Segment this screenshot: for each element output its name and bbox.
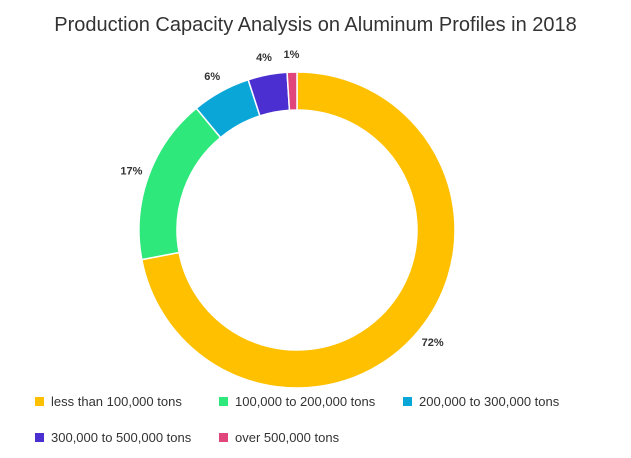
data-label-300-000-to-500-000-tons: 4% [256, 52, 272, 64]
legend-item-over-500000[interactable]: over 500,000 tons [219, 430, 339, 445]
legend-label: 300,000 to 500,000 tons [51, 430, 192, 445]
legend-item-200000-to-300000[interactable]: 200,000 to 300,000 tons [403, 394, 559, 409]
data-label-100-000-to-200-000-tons: 17% [120, 165, 142, 177]
legend-label: less than 100,000 tons [51, 394, 182, 409]
legend-item-100000-to-200000[interactable]: 100,000 to 200,000 tons [219, 394, 375, 409]
legend-item-300000-to-500000[interactable]: 300,000 to 500,000 tons [35, 430, 191, 445]
legend-swatch [219, 397, 228, 406]
slice-over-500-000-tons[interactable] [286, 71, 298, 112]
slice-less-than-100-000-tons[interactable] [140, 71, 456, 389]
legend-label: over 500,000 tons [235, 430, 340, 445]
data-label-200-000-to-300-000-tons: 6% [204, 71, 220, 83]
slice-100-000-to-200-000-tons[interactable] [138, 107, 222, 261]
legend-swatch [35, 433, 44, 442]
legend-swatch [403, 397, 412, 406]
data-label-less-than-100-000-tons: 72% [422, 337, 444, 349]
data-label-over-500-000-tons: 1% [284, 49, 300, 61]
legend-swatch [35, 397, 44, 406]
legend-label: 200,000 to 300,000 tons [419, 394, 560, 409]
chart-title: Production Capacity Analysis on Aluminum… [54, 14, 577, 36]
legend-swatch [219, 433, 228, 442]
legend-label: 100,000 to 200,000 tons [235, 394, 376, 409]
legend-item-less-than-100000[interactable]: less than 100,000 tons [35, 394, 182, 409]
